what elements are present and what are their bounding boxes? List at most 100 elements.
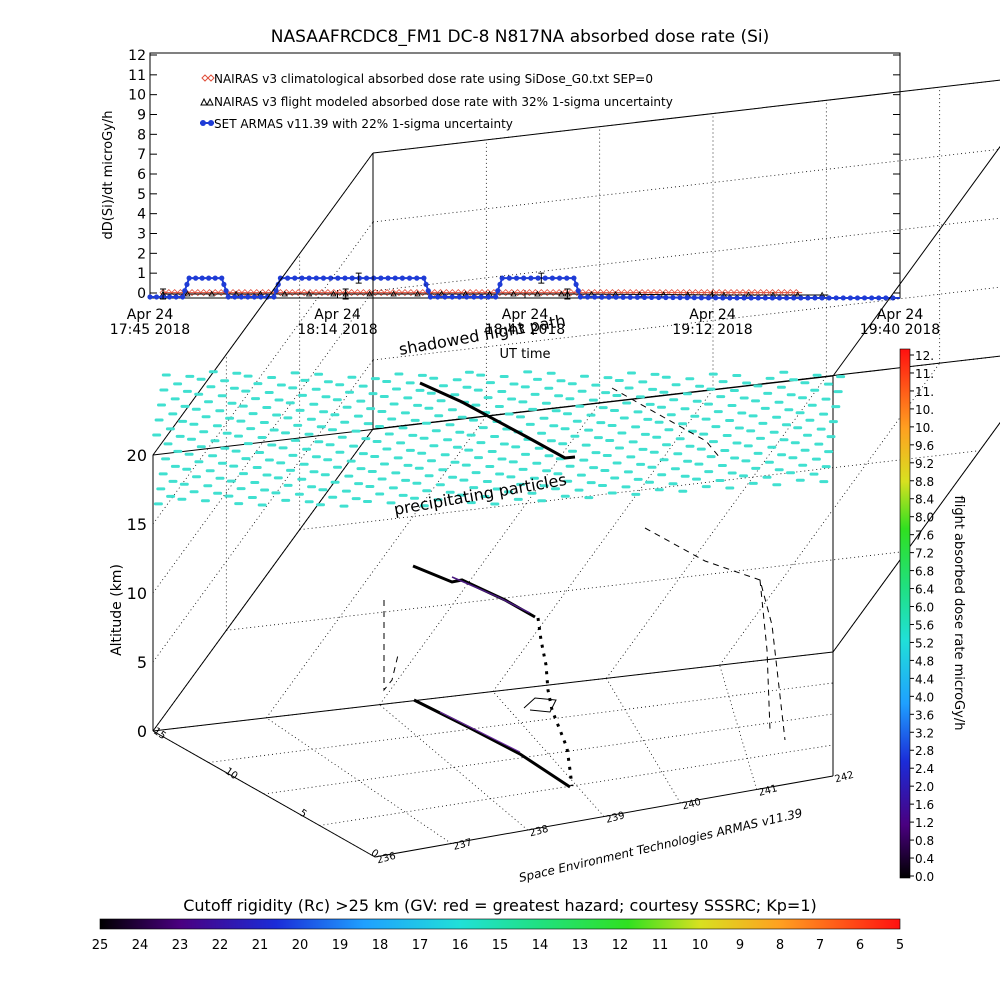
circle-marker bbox=[219, 275, 225, 281]
particle-dash bbox=[358, 452, 368, 456]
particle-dash bbox=[433, 498, 443, 502]
z-axis-label: Altitude (km) bbox=[109, 564, 125, 656]
particle-dash bbox=[196, 445, 206, 449]
particle-dash bbox=[777, 453, 787, 457]
rigidity-colorbar-tick-label: 7 bbox=[816, 938, 824, 953]
particle-dash bbox=[330, 413, 340, 417]
rigidity-colorbar-tick-label: 15 bbox=[492, 938, 509, 953]
dose-colorbar-tick-label: 11. bbox=[915, 385, 934, 399]
flight-path-projection bbox=[644, 527, 786, 741]
circle-marker bbox=[769, 295, 776, 301]
particle-dash bbox=[361, 437, 371, 441]
circle-marker bbox=[584, 294, 591, 300]
particle-dash bbox=[363, 422, 373, 426]
particle-dash bbox=[173, 382, 183, 386]
triangle-marker-icon bbox=[200, 97, 214, 106]
legend-label-1: NAIRAS v3 flight modeled absorbed dose r… bbox=[214, 95, 673, 109]
particle-dash bbox=[603, 376, 613, 380]
particle-dash bbox=[638, 447, 648, 451]
particle-dash bbox=[737, 411, 747, 415]
particle-dash bbox=[344, 474, 354, 478]
particle-dash bbox=[623, 470, 633, 474]
particle-dash bbox=[563, 412, 572, 416]
particle-dash bbox=[836, 375, 846, 379]
particle-dash bbox=[466, 433, 476, 437]
dose-colorbar-tick-label: 10. bbox=[915, 403, 934, 417]
particle-dash bbox=[405, 381, 415, 385]
particle-dash bbox=[398, 493, 408, 497]
particle-dash bbox=[739, 474, 748, 478]
particle-dash bbox=[448, 475, 458, 479]
x-tick-label-date: Apr 24 bbox=[314, 307, 361, 323]
particle-dash bbox=[340, 420, 350, 424]
circle-marker bbox=[573, 281, 579, 288]
particle-dash bbox=[763, 391, 773, 395]
particle-dash bbox=[180, 404, 190, 408]
particle-dash bbox=[589, 466, 599, 470]
particle-dash bbox=[464, 370, 474, 374]
circle-marker bbox=[153, 294, 160, 300]
particle-dash bbox=[685, 444, 695, 448]
dose-colorbar-tick-label: 3.2 bbox=[915, 726, 934, 740]
particle-dash bbox=[486, 381, 495, 385]
circle-marker bbox=[627, 294, 633, 300]
circle-marker bbox=[575, 288, 581, 294]
particle-dash bbox=[732, 374, 742, 377]
particle-dash bbox=[523, 370, 533, 374]
particle-dash bbox=[509, 382, 519, 386]
dose-colorbar-tick-label: 6.4 bbox=[915, 583, 934, 597]
particle-dash bbox=[255, 451, 265, 454]
particle-dash bbox=[654, 420, 664, 424]
particle-dash bbox=[577, 389, 587, 393]
triangle-marker bbox=[510, 290, 517, 297]
particle-dash bbox=[439, 384, 448, 388]
particle-dash bbox=[422, 421, 431, 425]
particle-dash bbox=[680, 407, 690, 411]
particle-dash bbox=[177, 497, 187, 501]
particle-dash bbox=[602, 454, 612, 457]
particle-dash bbox=[704, 402, 713, 406]
particle-dash bbox=[389, 402, 399, 406]
particle-dash bbox=[306, 417, 316, 421]
particle-dash bbox=[648, 387, 658, 391]
particle-dash bbox=[533, 377, 542, 381]
circle-marker bbox=[663, 294, 669, 301]
y-tick-label: 5 bbox=[137, 187, 146, 203]
particle-dash bbox=[431, 429, 441, 433]
y-tick-label: 0 bbox=[137, 286, 146, 302]
circle-marker bbox=[592, 294, 598, 300]
particle-dash bbox=[410, 496, 419, 500]
particle-dash bbox=[790, 441, 800, 445]
x-tick-label-3d: 239 bbox=[605, 810, 626, 826]
particle-dash bbox=[762, 475, 772, 479]
circle-marker bbox=[684, 295, 690, 301]
particle-dash bbox=[170, 397, 180, 401]
particle-dash bbox=[683, 459, 693, 463]
flight-path-loop bbox=[523, 697, 557, 713]
particle-dash bbox=[657, 473, 667, 477]
particle-dash bbox=[551, 409, 561, 413]
particle-dash bbox=[304, 500, 314, 504]
dose-colorbar-tick-label: 0.8 bbox=[915, 834, 934, 848]
particle-dash bbox=[803, 433, 812, 437]
particle-dash bbox=[483, 396, 493, 400]
particle-dash bbox=[765, 376, 775, 380]
particle-dash bbox=[617, 431, 627, 435]
particle-dash bbox=[706, 455, 716, 459]
particle-dash bbox=[455, 430, 465, 434]
circle-marker bbox=[199, 275, 205, 281]
particle-dash bbox=[692, 399, 702, 403]
particle-dash bbox=[539, 416, 549, 420]
particle-dash bbox=[332, 398, 342, 402]
y-tick-label: 4 bbox=[137, 207, 146, 223]
particle-dash bbox=[154, 418, 164, 422]
particle-dash bbox=[549, 424, 559, 428]
rigidity-colorbar-tick-label: 18 bbox=[372, 938, 389, 953]
circle-marker bbox=[306, 275, 312, 281]
particle-dash bbox=[271, 491, 281, 495]
particle-dash bbox=[699, 432, 709, 436]
particle-dash bbox=[584, 496, 594, 500]
circle-marker bbox=[762, 295, 768, 301]
particle-dash bbox=[607, 491, 617, 495]
circle-marker bbox=[363, 275, 370, 281]
